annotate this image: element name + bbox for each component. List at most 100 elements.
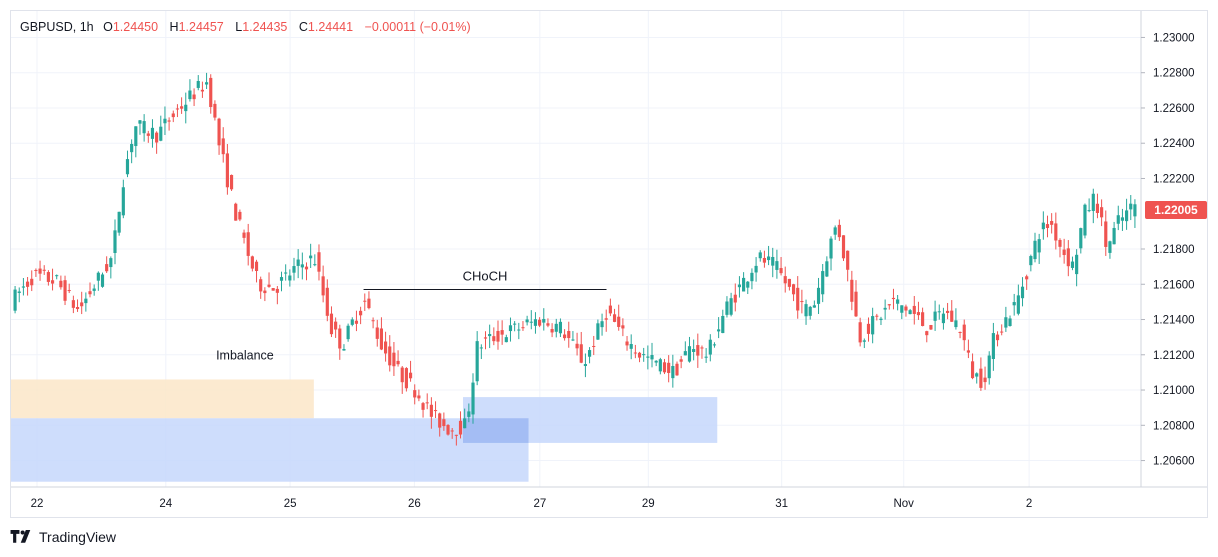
candle-body: [900, 305, 904, 313]
candle-body: [84, 298, 88, 304]
candle-body: [309, 255, 313, 259]
candle-body: [71, 300, 75, 308]
candle-body: [196, 81, 200, 88]
tradingview-brand[interactable]: TradingView: [10, 529, 116, 545]
candle-body: [479, 347, 483, 349]
candle-body: [812, 305, 816, 308]
open-label: O: [103, 20, 113, 34]
candle-body: [329, 313, 334, 335]
candle-body: [80, 302, 84, 307]
candle-body: [130, 143, 134, 153]
candle-body: [596, 323, 600, 340]
candles: [13, 72, 1137, 446]
candle-body: [113, 230, 117, 253]
candle-body: [246, 232, 250, 256]
candle-body: [142, 121, 146, 134]
candle-body: [483, 337, 488, 339]
candle-body: [617, 316, 621, 327]
symbol-label[interactable]: GBPUSD, 1h: [20, 20, 94, 34]
candle-body: [46, 272, 50, 282]
time-tick-label: 24: [159, 498, 172, 510]
candle-body: [633, 352, 637, 354]
candle-body: [92, 288, 96, 291]
current-price-tag: 1.22005: [1145, 201, 1207, 219]
candle-body: [916, 312, 921, 316]
brand-name: TradingView: [39, 529, 117, 545]
candle-body: [662, 362, 667, 373]
candle-body: [529, 321, 533, 323]
candle-body: [188, 90, 192, 100]
candle-body: [737, 284, 742, 288]
candle-body: [850, 279, 854, 302]
candle-body: [746, 281, 750, 288]
candle-body: [837, 224, 841, 238]
candle-body: [796, 287, 800, 311]
candle-body: [296, 259, 300, 266]
candle-body: [646, 356, 650, 358]
candle-body: [871, 316, 875, 335]
candle-body: [404, 368, 408, 389]
candle-body: [384, 341, 388, 354]
candle-body: [729, 298, 733, 315]
candle-body: [21, 286, 25, 288]
candle-body: [567, 331, 571, 339]
candle-body: [155, 132, 159, 143]
candle-body: [758, 252, 762, 259]
candle-body: [692, 349, 696, 352]
candle-body: [17, 291, 21, 293]
candle-body: [854, 291, 858, 317]
candle-body: [279, 277, 284, 281]
candle-body: [879, 318, 883, 321]
candle-body: [1041, 222, 1045, 230]
candle-body: [284, 272, 288, 274]
candle-body: [858, 322, 862, 343]
price-tick-label: 1.21400: [1153, 315, 1195, 327]
candle-body: [887, 304, 891, 306]
candle-body: [1025, 276, 1029, 280]
candle-body: [225, 153, 229, 188]
candle-body: [700, 347, 704, 349]
candle-body: [359, 310, 363, 316]
candle-body: [771, 256, 775, 266]
candle-body: [954, 320, 958, 328]
price-tick-label: 1.23000: [1153, 32, 1195, 44]
candle-body: [392, 352, 396, 367]
candle-body: [650, 355, 654, 360]
candle-body: [100, 274, 105, 287]
candle-body: [554, 323, 558, 332]
candle-body: [583, 364, 587, 367]
candle-body: [492, 336, 496, 342]
time-tick-label: 27: [533, 498, 546, 510]
candle-body: [800, 301, 804, 303]
price-axis[interactable]: 1.23000 1.22800 1.22600 1.22400 1.22200 1.218…: [1140, 11, 1195, 487]
candle-body: [163, 118, 167, 124]
candle-body: [38, 268, 42, 274]
candle-body: [1050, 221, 1054, 225]
high-label: H: [169, 20, 179, 34]
candle-body: [725, 301, 729, 315]
candle-body: [263, 290, 267, 294]
time-tick-label: Nov: [893, 498, 914, 510]
candle-body: [338, 328, 342, 349]
candle-body: [217, 118, 221, 146]
time-tick-label: 2: [1026, 498, 1032, 510]
candle-body: [1116, 215, 1120, 224]
candle-body: [1095, 203, 1100, 214]
candle-body: [433, 410, 438, 412]
time-axis[interactable]: 22 24 25 26 27 29 31 Nov 2: [11, 486, 1207, 510]
time-tick-label: 31: [775, 498, 788, 510]
candle-body: [408, 372, 413, 379]
candle-body: [1054, 223, 1058, 241]
candle-body: [575, 343, 579, 349]
candle-body: [921, 312, 925, 326]
candle-body: [808, 306, 812, 316]
candle-body: [150, 127, 155, 139]
candle-body: [558, 321, 563, 334]
candle-body: [825, 261, 829, 277]
candle-body: [454, 434, 458, 436]
candle-body: [446, 424, 450, 435]
candle-body: [413, 390, 417, 398]
candle-body: [175, 108, 180, 110]
candle-body: [204, 82, 209, 85]
